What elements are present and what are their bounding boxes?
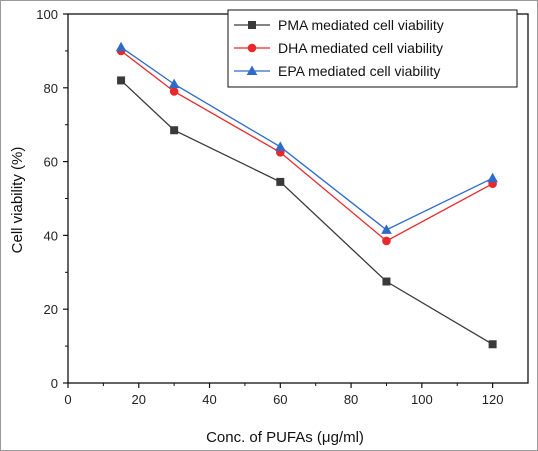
x-tick-label: 80 [344,392,358,407]
y-tick-label: 40 [44,228,58,243]
epa-data-point [487,172,498,183]
x-tick-label: 0 [64,392,71,407]
dha-data-point [382,236,391,246]
dha-data-point [169,87,179,96]
legend-box [227,9,518,88]
pma-data-point [382,277,391,286]
y-tick-label: 0 [51,376,58,391]
epa-legend-label: EPA mediated cell viability [278,63,440,79]
epa-legend-marker [246,65,258,75]
pma-series [117,76,497,349]
pma-data-point [117,76,126,85]
dha-legend-marker [247,43,257,53]
epa-series [115,41,498,234]
pma-data-point [488,340,497,349]
epa-data-point [381,224,392,234]
pma-data-point [170,126,179,135]
y-axis-title: Cell viability (%) [9,147,26,254]
x-tick-label: 60 [273,392,287,407]
y-tick-label: 100 [36,7,58,22]
pma-series-line [120,79,493,345]
x-tick-label: 120 [482,392,504,407]
epa-data-point [275,141,286,151]
x-axis-title: Conc. of PUFAs (μg/ml) [206,429,364,446]
pma-legend-label: PMA mediated cell viability [278,17,444,33]
y-tick-label: 20 [44,302,58,317]
epa-data-point [115,41,127,52]
legend: PMA mediated cell viability DHA mediated … [227,9,518,88]
x-tick-label: 20 [132,392,146,407]
pma-data-point [276,177,285,186]
y-tick-label: 60 [44,155,58,170]
x-tick-label: 40 [202,392,216,407]
dha-legend-label: DHA mediated cell viability [278,40,443,56]
x-tick-label: 100 [411,392,433,407]
pma-legend-marker [248,21,256,29]
epa-data-point [168,78,180,89]
series-layer [115,41,498,349]
y-tick-label: 80 [44,81,58,96]
